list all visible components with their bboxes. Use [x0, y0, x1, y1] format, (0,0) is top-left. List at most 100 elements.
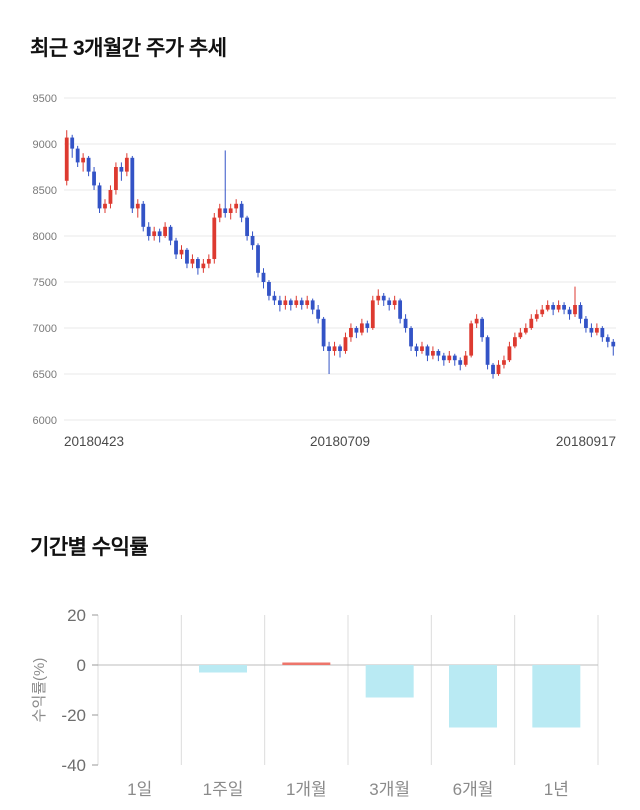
candle-body: [141, 203, 146, 227]
candle-body: [425, 346, 430, 356]
y-axis-tick-label: 8500: [33, 185, 57, 197]
candle-body: [589, 328, 594, 333]
candle-body: [327, 346, 331, 351]
bar: [365, 665, 414, 698]
candle-body: [420, 346, 424, 351]
candle-body: [299, 300, 304, 305]
candle-body: [349, 328, 353, 338]
candle-body: [310, 300, 315, 310]
candle-body: [469, 323, 474, 356]
y-axis-tick-label: 6000: [33, 415, 57, 427]
candle-body: [179, 249, 184, 255]
candle-body: [436, 351, 441, 356]
candlestick-chart-canvas: 9500 9000 8500 8000 7500 7000 6500 6000 20180423…: [33, 93, 616, 449]
candle-body: [540, 309, 545, 315]
candle-body: [130, 157, 135, 209]
candle-body: [223, 208, 228, 213]
y-axis-tick-label: 7500: [33, 277, 57, 289]
bar: [449, 665, 497, 728]
y-axis-title: 수익률(%): [31, 658, 48, 723]
candle-body: [370, 300, 375, 328]
candle-body: [567, 309, 572, 315]
candle-body: [163, 226, 168, 236]
x-axis-label: 20180917: [556, 434, 616, 449]
candle-body: [256, 245, 260, 273]
candle-body: [507, 346, 512, 361]
candle-body: [272, 295, 277, 301]
candle-body: [228, 208, 233, 213]
y-axis-tick-label: 6500: [33, 369, 57, 381]
candle-body: [398, 300, 403, 319]
bar: [532, 665, 581, 728]
candle-body: [474, 318, 479, 324]
candle-body: [250, 236, 255, 246]
candle-body: [168, 226, 173, 241]
candle-body: [480, 318, 484, 338]
y-axis-tick-label: 8000: [33, 231, 57, 243]
candle-body: [409, 328, 413, 347]
category-label: 1년: [544, 780, 569, 799]
candle-body: [545, 305, 550, 310]
y-axis-tick-label: 20: [67, 606, 86, 625]
candle-body: [376, 295, 381, 301]
bar: [282, 662, 331, 665]
candle-body: [496, 364, 501, 374]
candle-body: [458, 360, 463, 365]
candle-body: [190, 259, 195, 264]
candle-body: [431, 351, 435, 356]
candle-body: [359, 323, 364, 333]
candle-body: [294, 300, 299, 305]
candle-body: [321, 318, 326, 347]
candle-body: [551, 305, 556, 310]
candle-body: [245, 217, 249, 236]
candle-body: [381, 295, 386, 301]
candle-body: [92, 171, 96, 186]
candle-body: [491, 364, 495, 374]
candle-body: [114, 167, 118, 190]
y-axis-tick-label: 0: [77, 656, 86, 675]
candle-body: [64, 137, 69, 181]
candle-body: [108, 190, 113, 204]
candle-body: [452, 355, 457, 361]
returns-bar-chart-canvas: 20 0 -20 -40 수익률(%) 1일 1주일 1개월 3개월 6개월 1년: [31, 606, 599, 799]
candle-body: [124, 157, 129, 172]
candle-body: [447, 355, 452, 361]
candle-body: [332, 346, 337, 351]
category-label: 3개월: [369, 780, 410, 799]
candle-body: [529, 318, 534, 328]
candle-body: [283, 300, 288, 305]
candle-body: [152, 231, 157, 236]
candle-body: [584, 318, 588, 328]
candle-body: [305, 300, 310, 305]
candle-body: [578, 305, 583, 319]
candle-body: [441, 355, 446, 361]
candle-body: [201, 263, 206, 269]
candle-body: [234, 203, 239, 209]
candle-body: [338, 346, 342, 351]
candle-body: [267, 282, 271, 296]
candle-body: [343, 337, 348, 351]
candle-body: [523, 328, 528, 333]
y-axis-tick-label: 7000: [33, 323, 57, 335]
candle-body: [81, 157, 86, 163]
candle-body: [316, 309, 321, 319]
candle-body: [562, 305, 566, 310]
candle-body: [277, 300, 282, 305]
candle-body: [512, 337, 517, 347]
returns-title: 기간별 수익률: [30, 536, 149, 559]
candle-body: [239, 203, 244, 218]
candle-body: [392, 300, 397, 305]
candle-body: [119, 167, 124, 172]
candle-body: [414, 346, 419, 351]
candle-body: [217, 208, 222, 218]
price-trend-title: 최근 3개월간 주가 추세: [30, 37, 227, 60]
category-label: 1개월: [286, 780, 327, 799]
candle-body: [387, 300, 392, 305]
candlestick-chart: 9500 9000 8500 8000 7500 7000 6500 6000 20180423…: [0, 74, 640, 459]
candle-body: [174, 240, 178, 255]
candle-body: [75, 148, 80, 163]
candle-body: [212, 217, 217, 259]
candle-body: [185, 249, 189, 264]
candle-body: [502, 360, 506, 365]
x-axis-label: 20180709: [310, 434, 370, 449]
